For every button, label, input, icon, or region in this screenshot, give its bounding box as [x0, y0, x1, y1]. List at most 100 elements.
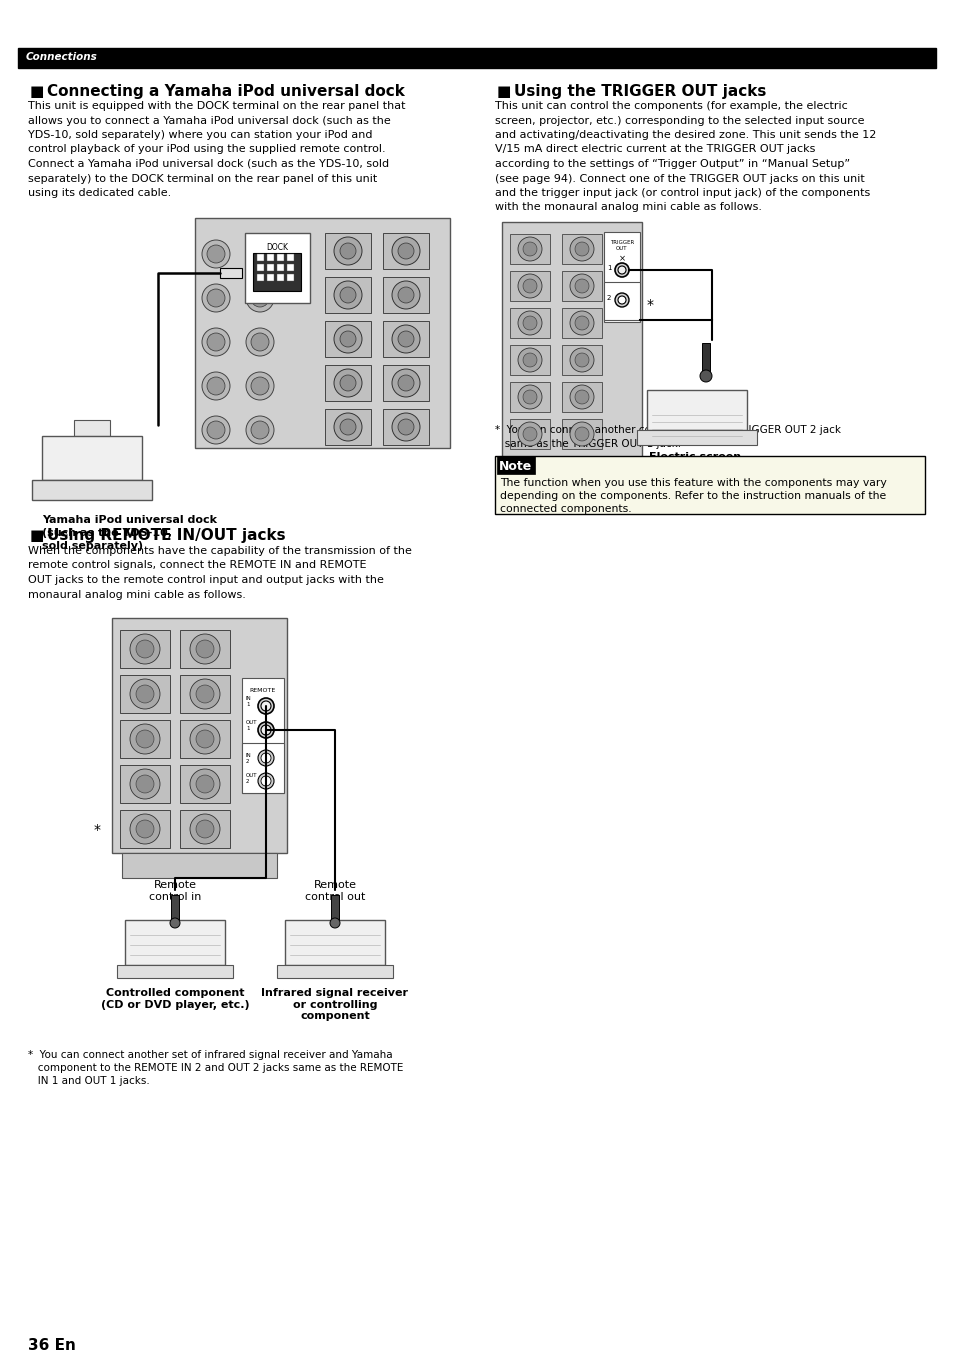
Bar — [120, 630, 170, 667]
Bar — [510, 308, 550, 338]
Circle shape — [334, 326, 361, 353]
Circle shape — [202, 240, 230, 267]
Text: TRIGGER: TRIGGER — [609, 240, 634, 245]
Circle shape — [392, 236, 419, 265]
Bar — [701, 343, 709, 373]
Circle shape — [522, 427, 537, 440]
Circle shape — [517, 349, 541, 372]
Circle shape — [522, 242, 537, 255]
Bar — [120, 811, 170, 848]
Text: 1: 1 — [606, 265, 611, 272]
Bar — [74, 420, 110, 436]
Text: IN: IN — [246, 696, 252, 701]
Bar — [561, 308, 601, 338]
Text: 2: 2 — [246, 759, 250, 765]
Bar — [276, 263, 284, 272]
Circle shape — [522, 353, 537, 367]
Bar — [256, 263, 264, 272]
Circle shape — [246, 284, 274, 312]
Circle shape — [202, 372, 230, 400]
Bar — [256, 274, 264, 281]
Circle shape — [130, 680, 160, 709]
Circle shape — [251, 289, 269, 307]
Bar — [510, 234, 550, 263]
Circle shape — [339, 286, 355, 303]
Bar — [497, 457, 535, 474]
Text: Using the TRIGGER OUT jacks: Using the TRIGGER OUT jacks — [514, 84, 765, 99]
Circle shape — [339, 419, 355, 435]
Circle shape — [190, 769, 220, 798]
Bar — [120, 676, 170, 713]
Text: control playback of your iPod using the supplied remote control.: control playback of your iPod using the … — [28, 145, 385, 154]
Circle shape — [246, 372, 274, 400]
Circle shape — [257, 750, 274, 766]
Circle shape — [195, 730, 213, 748]
Text: This unit is equipped with the DOCK terminal on the rear panel that: This unit is equipped with the DOCK term… — [28, 101, 405, 111]
Circle shape — [397, 243, 414, 259]
Circle shape — [261, 753, 271, 763]
Circle shape — [397, 376, 414, 390]
Bar — [267, 263, 274, 272]
Text: according to the settings of “Trigger Output” in “Manual Setup”: according to the settings of “Trigger Ou… — [495, 159, 849, 169]
Bar — [117, 965, 233, 978]
Circle shape — [202, 328, 230, 357]
Bar — [637, 430, 757, 444]
Circle shape — [330, 917, 339, 928]
Text: (see page 94). Connect one of the TRIGGER OUT jacks on this unit: (see page 94). Connect one of the TRIGGE… — [495, 173, 863, 184]
Bar — [276, 274, 284, 281]
Circle shape — [136, 640, 153, 658]
Circle shape — [522, 280, 537, 293]
Circle shape — [190, 724, 220, 754]
Bar — [325, 232, 371, 269]
Circle shape — [334, 281, 361, 309]
Text: Remote
control out: Remote control out — [305, 880, 365, 901]
Bar — [180, 676, 230, 713]
Circle shape — [392, 326, 419, 353]
Circle shape — [202, 284, 230, 312]
Text: remote control signals, connect the REMOTE IN and REMOTE: remote control signals, connect the REMO… — [28, 561, 366, 570]
Text: OUT: OUT — [246, 773, 257, 778]
Text: and the trigger input jack (or control input jack) of the components: and the trigger input jack (or control i… — [495, 188, 869, 199]
Bar — [287, 274, 294, 281]
Circle shape — [261, 775, 271, 786]
Circle shape — [569, 236, 594, 261]
Circle shape — [569, 385, 594, 409]
Bar — [510, 345, 550, 376]
Text: ■: ■ — [497, 84, 511, 99]
Text: same as the TRIGGER OUT 1 jack.: same as the TRIGGER OUT 1 jack. — [495, 439, 680, 449]
Circle shape — [130, 769, 160, 798]
Bar — [510, 419, 550, 449]
Circle shape — [517, 422, 541, 446]
Text: with the monaural analog mini cable as follows.: with the monaural analog mini cable as f… — [495, 203, 761, 212]
Circle shape — [575, 280, 588, 293]
Bar — [510, 272, 550, 301]
Text: *: * — [646, 299, 654, 312]
Circle shape — [339, 331, 355, 347]
Text: monaural analog mini cable as follows.: monaural analog mini cable as follows. — [28, 589, 246, 600]
Bar — [501, 222, 641, 457]
Circle shape — [207, 245, 225, 263]
Text: OUT jacks to the remote control input and output jacks with the: OUT jacks to the remote control input an… — [28, 576, 383, 585]
Text: The function when you use this feature with the components may vary: The function when you use this feature w… — [499, 478, 886, 488]
Circle shape — [190, 815, 220, 844]
Circle shape — [257, 773, 274, 789]
Bar — [256, 254, 264, 261]
Circle shape — [170, 917, 180, 928]
Text: connected components.: connected components. — [499, 504, 631, 513]
Circle shape — [136, 820, 153, 838]
Text: 36 En: 36 En — [28, 1337, 76, 1351]
Bar — [267, 254, 274, 261]
Circle shape — [334, 369, 361, 397]
Circle shape — [575, 316, 588, 330]
Bar — [120, 720, 170, 758]
Text: 2: 2 — [606, 295, 611, 301]
Circle shape — [575, 390, 588, 404]
Bar — [285, 920, 385, 965]
Bar — [18, 49, 935, 68]
Circle shape — [251, 332, 269, 351]
Circle shape — [615, 263, 628, 277]
Bar — [331, 894, 338, 920]
Circle shape — [569, 349, 594, 372]
Circle shape — [618, 296, 625, 304]
Text: depending on the components. Refer to the instruction manuals of the: depending on the components. Refer to th… — [499, 490, 885, 501]
